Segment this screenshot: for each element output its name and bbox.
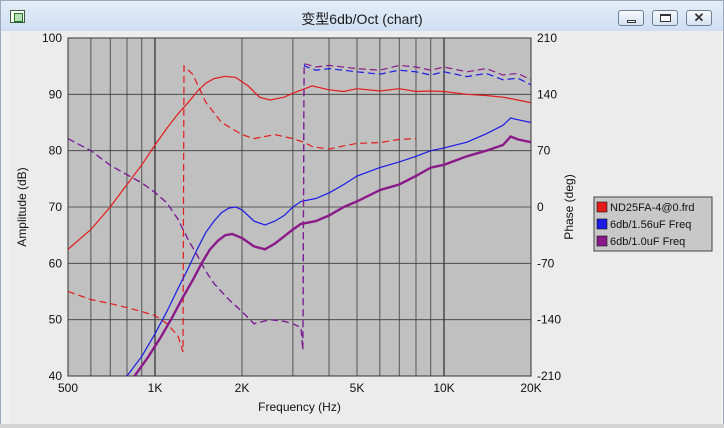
y-tick-label: 50 [49, 313, 63, 327]
y-tick-label: 80 [49, 144, 63, 158]
series-2-amplitude-line [126, 117, 531, 376]
y2-tick-label: 140 [537, 87, 557, 101]
y2-tick-label: -70 [537, 256, 555, 270]
app-icon[interactable] [10, 10, 25, 23]
y-tick-label: 60 [49, 256, 63, 270]
y2-tick-label: 0 [537, 200, 544, 214]
close-button[interactable]: ✕ [686, 10, 712, 26]
legend-label: 6db/1.56uF Freq [610, 219, 691, 231]
x-tick-label: 500 [58, 381, 78, 395]
minimize-icon [627, 20, 636, 23]
legend-label: 6db/1.0uF Freq [610, 236, 685, 248]
y-tick-label: 40 [49, 369, 63, 383]
legend-box [593, 196, 713, 252]
chart-area: 500 1K 2K 5K 10K 20K 40 50 60 70 80 90 100 210 140 70 0 -… [10, 31, 721, 425]
legend-label: ND25FA-4@0.frd [610, 202, 695, 214]
legend-swatch [596, 235, 608, 247]
x-tick-label: 5K [350, 381, 365, 395]
y2-tick-label: -210 [537, 369, 561, 383]
close-icon: ✕ [693, 10, 705, 25]
window-title: 变型6db/Oct (chart) [301, 11, 423, 27]
legend-swatch [596, 201, 608, 213]
x-axis-title: Frequency (Hz) [258, 400, 341, 414]
series-3-amplitude-line [133, 135, 531, 376]
series-3-phase-line [68, 63, 531, 351]
series-1-phase-line [68, 64, 417, 353]
legend-swatch [596, 218, 608, 230]
y-tick-label: 70 [49, 200, 63, 214]
y-tick-label: 90 [49, 87, 63, 101]
y2-tick-label: 210 [537, 31, 557, 45]
maximize-button[interactable] [652, 10, 678, 26]
x-tick-label: 10K [433, 381, 454, 395]
y2-tick-label: 70 [537, 144, 551, 158]
x-tick-label: 1K [148, 381, 163, 395]
minimize-button[interactable] [618, 10, 644, 26]
x-tick-label: 20K [520, 381, 541, 395]
series-1-amplitude-line [68, 75, 531, 250]
title-bar[interactable]: 变型6db/Oct (chart) ✕ [1, 1, 723, 31]
y-tick-label: 100 [42, 31, 62, 45]
y-axis-title: Amplitude (dB) [15, 167, 29, 246]
chart-svg: 500 1K 2K 5K 10K 20K 40 50 60 70 80 90 100 210 140 70 0 -… [15, 31, 713, 414]
maximize-icon [660, 14, 671, 22]
x-tick-label: 2K [235, 381, 250, 395]
y2-axis-title: Phase (deg) [562, 174, 576, 239]
y2-tick-label: -140 [537, 313, 561, 327]
status-strip [0, 424, 724, 428]
